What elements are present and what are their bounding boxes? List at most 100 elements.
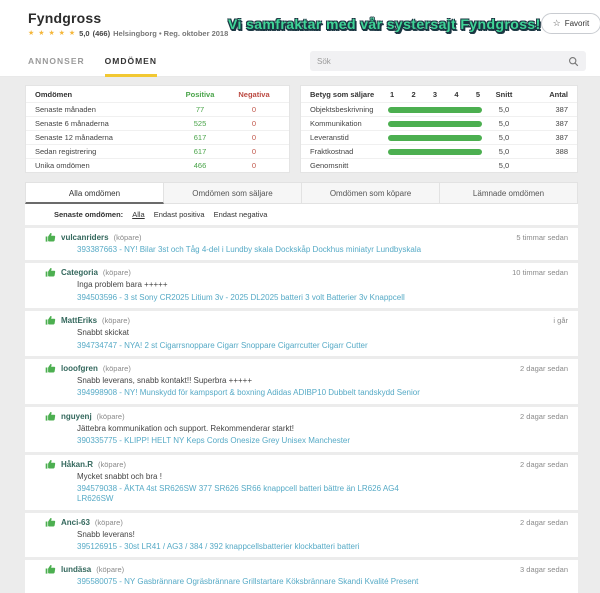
review-username[interactable]: MattEriks (61, 316, 98, 326)
shop-location-registered: Helsingborg • Reg. oktober 2018 (113, 28, 229, 38)
stats-positive-value: 466 (193, 161, 207, 170)
review-username[interactable]: Anci-63 (61, 517, 90, 527)
stats-row-label: Sedan registrering (35, 147, 97, 156)
tab-omdomen-som-saljare[interactable]: Omdömen som säljare (164, 182, 302, 204)
rating-average-value: 5,0 (498, 161, 510, 170)
snitt-value: 5,0 (498, 105, 510, 114)
review-username[interactable]: looofgren (61, 363, 98, 373)
rating-table-title: Betyg som säljare (310, 89, 375, 99)
scale-2: 2 (411, 89, 416, 99)
stats-header-positive: Positiva (185, 89, 215, 99)
review-role: (köpare) (96, 411, 125, 421)
thumbs-up-icon (45, 363, 56, 373)
stats-negative-value: 0 (251, 161, 257, 170)
thumbs-up-icon (45, 459, 56, 469)
review-item: nguyenj (köpare) Jättebra kommunikation … (25, 406, 578, 452)
review-item-link[interactable]: 394734747 - NYA! 2 st Cigarrsnoppare Cig… (77, 340, 368, 350)
review-username[interactable]: Håkan.R (61, 459, 94, 469)
antal-value: 387 (555, 133, 568, 142)
review-comment: Snabb leverans, snabb kontakt!! Superbra… (77, 375, 253, 385)
thumbs-up-icon (45, 233, 56, 242)
review-role: (köpare) (113, 233, 142, 242)
review-comment: Mycket snabbt och bra ! (77, 471, 162, 481)
review-item-link[interactable]: 395126915 - 30st LR41 / AG3 / 384 / 392 … (77, 542, 360, 552)
review-role: (köpare) (96, 565, 125, 575)
tab-omdomen[interactable]: OMDÖMEN (104, 46, 157, 77)
review-item-link[interactable]: 394503596 - 3 st Sony CR2025 Litium 3v -… (77, 292, 405, 302)
scale-3: 3 (432, 89, 438, 99)
table-row: Senaste 12 månaderna 617 0 (26, 130, 289, 144)
page-header: Fyndgross ★ ★ ★ ★ ★ 5,0 (466) Helsingbor… (0, 0, 600, 46)
review-timestamp: 2 dagar sedan (520, 459, 568, 469)
snitt-header: Snitt (495, 89, 513, 99)
rating-scale: 1 2 3 4 5 (388, 90, 482, 99)
search-box[interactable] (310, 51, 586, 71)
favorite-button-label: Favorit (564, 19, 590, 28)
rating-footer-label: Genomsnitt (310, 161, 349, 170)
review-username[interactable]: Categoria (61, 268, 98, 278)
rating-stars-icon: ★ ★ ★ ★ ★ (28, 30, 77, 37)
review-role: (köpare) (102, 268, 131, 278)
stats-positive-value: 617 (193, 133, 207, 142)
stats-negative-value: 0 (251, 119, 257, 128)
tab-annonser[interactable]: ANNONSER (28, 55, 85, 66)
review-timestamp: i går (553, 316, 568, 326)
tab-lamnade-omdomen[interactable]: Lämnade omdömen (440, 182, 578, 204)
review-role: (köpare) (102, 316, 130, 326)
review-timestamp: 2 dagar sedan (520, 411, 568, 421)
review-item-link[interactable]: 394998908 - NY! Munskydd för kampsport &… (77, 388, 420, 398)
rating-bar (388, 134, 482, 141)
nav-bar: ANNONSER OMDÖMEN (0, 46, 600, 77)
stats-header-row: Omdömen Positiva Negativa (26, 86, 289, 102)
stats-negative-value: 0 (251, 105, 257, 114)
favorite-button[interactable]: ☆ Favorit (540, 13, 600, 34)
filter-label: Senaste omdömen: (54, 210, 124, 219)
review-list: vulcanriders (köpare) 393387663 - NY! Bi… (25, 228, 578, 593)
thumbs-up-icon (45, 517, 56, 527)
stats-row-label: Unika omdömen (35, 161, 90, 170)
tab-omdomen-som-kopare[interactable]: Omdömen som köpare (302, 182, 440, 204)
search-icon[interactable] (568, 56, 579, 67)
rating-bar (388, 106, 482, 113)
review-role: (köpare) (98, 459, 126, 469)
snitt-value: 5,0 (498, 133, 510, 142)
stats-positive-value: 77 (195, 105, 205, 114)
promo-banner: Vi samfraktar med vår systersajt Fyndgro… (228, 15, 541, 32)
review-item-link[interactable]: 395580075 - NY Gasbrännare Ogräsbrännare… (77, 577, 419, 587)
review-username[interactable]: lundäsa (61, 565, 92, 575)
review-role: (köpare) (94, 517, 123, 527)
review-filter-tabs: Alla omdömen Omdömen som säljare Omdömen… (25, 182, 578, 204)
tab-alla-omdomen[interactable]: Alla omdömen (25, 182, 164, 204)
review-timestamp: 2 dagar sedan (520, 517, 568, 527)
review-item: Categoria (köpare) Inga problem bara +++… (25, 263, 578, 309)
review-filter-bar: Senaste omdömen: Alla Endast positiva En… (25, 204, 578, 225)
scale-1: 1 (390, 89, 395, 99)
filter-endast-negativa[interactable]: Endast negativa (213, 210, 268, 219)
feedback-stats-table: Omdömen Positiva Negativa Senaste månade… (25, 85, 290, 173)
review-comment: Snabb leverans! (77, 529, 135, 539)
table-row: Objektsbeskrivning 5,0 387 (301, 102, 577, 116)
review-item-link[interactable]: 390335775 - KLIPP! HELT NY Keps Cords On… (77, 436, 351, 446)
review-item-link[interactable]: 393387663 - NY! Bilar 3st och Tåg 4-del … (77, 245, 422, 254)
review-username[interactable]: nguyenj (61, 411, 92, 421)
filter-endast-positiva[interactable]: Endast positiva (153, 210, 205, 219)
review-role: (köpare) (102, 363, 131, 373)
review-timestamp: 3 dagar sedan (520, 565, 568, 575)
rating-row-label: Leveranstid (310, 133, 349, 142)
review-item: vulcanriders (köpare) 393387663 - NY! Bi… (25, 228, 578, 261)
shop-meta-row: ★ ★ ★ ★ ★ 5,0 (466) Helsingborg • Reg. o… (28, 29, 228, 38)
antal-value: 387 (555, 119, 568, 128)
review-item: lundäsa (köpare) 395580075 - NY Gasbränn… (25, 560, 578, 593)
review-item-link[interactable]: 394579038 - ÄKTA 4st SR626SW 377 SR626 S… (77, 483, 399, 504)
rating-value: 5,0 (79, 28, 90, 38)
review-comment: Snabbt skickat (77, 328, 130, 338)
search-input[interactable] (317, 56, 568, 66)
antal-value: 388 (555, 147, 568, 156)
filter-alla[interactable]: Alla (132, 210, 145, 219)
antal-header: Antal (549, 89, 568, 99)
stats-row-label: Senaste 12 månaderna (35, 133, 113, 142)
review-item: Håkan.R (köpare) Mycket snabbt och bra !… (25, 454, 578, 510)
review-username[interactable]: vulcanriders (61, 233, 109, 242)
table-row: Senaste månaden 77 0 (26, 102, 289, 116)
seller-rating-table: Betyg som säljare 1 2 3 4 5 Snitt Antal … (300, 85, 578, 173)
